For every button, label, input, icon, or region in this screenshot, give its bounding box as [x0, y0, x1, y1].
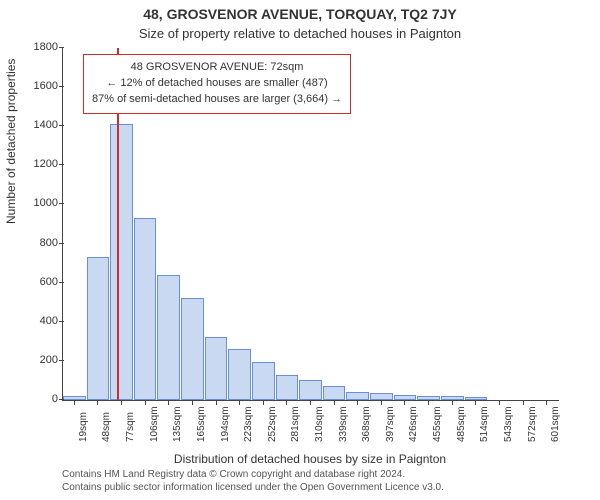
histogram-bar: [87, 257, 110, 400]
x-tick-mark: [523, 400, 524, 405]
x-tick-label: 514sqm: [479, 406, 490, 442]
x-tick-mark: [239, 400, 240, 405]
x-tick-mark: [97, 400, 98, 405]
x-tick-mark: [145, 400, 146, 405]
x-tick-mark: [404, 400, 405, 405]
histogram-bar: [134, 218, 157, 400]
histogram-bar: [157, 275, 180, 400]
x-tick-label: 281sqm: [290, 406, 301, 442]
footer-attribution: Contains HM Land Registry data © Crown c…: [62, 468, 444, 494]
x-tick-label: 165sqm: [196, 406, 207, 442]
x-tick-mark: [475, 400, 476, 405]
y-tick-label: 1600: [0, 80, 58, 92]
x-tick-label: 77sqm: [125, 412, 136, 442]
annotation-box: 48 GROSVENOR AVENUE: 72sqm ← 12% of deta…: [83, 54, 351, 114]
histogram-bar: [228, 349, 251, 400]
annotation-line: 87% of semi-detached houses are larger (…: [92, 92, 342, 108]
x-tick-label: 252sqm: [267, 406, 278, 442]
y-tick-label: 1800: [0, 41, 58, 53]
x-tick-label: 310sqm: [314, 406, 325, 442]
x-tick-label: 485sqm: [456, 406, 467, 442]
x-tick-mark: [310, 400, 311, 405]
address-title: 48, GROSVENOR AVENUE, TORQUAY, TQ2 7JY: [0, 6, 600, 22]
x-tick-label: 106sqm: [149, 406, 160, 442]
x-tick-label: 572sqm: [527, 406, 538, 442]
x-tick-mark: [546, 400, 547, 405]
histogram-bar: [252, 362, 275, 400]
x-tick-label: 426sqm: [408, 406, 419, 442]
x-axis-label: Distribution of detached houses by size …: [62, 452, 558, 466]
x-tick-mark: [263, 400, 264, 405]
x-tick-label: 339sqm: [338, 406, 349, 442]
x-tick-label: 223sqm: [243, 406, 254, 442]
x-tick-label: 368sqm: [361, 406, 372, 442]
x-tick-mark: [452, 400, 453, 405]
x-tick-mark: [286, 400, 287, 405]
x-tick-mark: [381, 400, 382, 405]
x-tick-mark: [357, 400, 358, 405]
x-tick-label: 48sqm: [101, 412, 112, 442]
histogram-bar: [276, 375, 299, 400]
x-tick-label: 135sqm: [172, 406, 183, 442]
histogram-bar: [346, 392, 369, 400]
histogram-bar: [205, 337, 228, 400]
x-tick-label: 601sqm: [550, 406, 561, 442]
y-tick-label: 600: [0, 276, 58, 288]
histogram-bar: [299, 380, 322, 400]
x-tick-label: 397sqm: [385, 406, 396, 442]
y-tick-label: 1400: [0, 119, 58, 131]
chart-subtitle: Size of property relative to detached ho…: [0, 26, 600, 41]
x-tick-label: 19sqm: [78, 412, 89, 442]
annotation-line: 48 GROSVENOR AVENUE: 72sqm: [92, 60, 342, 76]
annotation-line: ← 12% of detached houses are smaller (48…: [92, 76, 342, 92]
footer-line: Contains HM Land Registry data © Crown c…: [62, 468, 444, 481]
y-tick-label: 0: [0, 393, 58, 405]
x-tick-label: 194sqm: [220, 406, 231, 442]
x-tick-mark: [192, 400, 193, 405]
footer-line: Contains public sector information licen…: [62, 481, 444, 494]
x-tick-label: 543sqm: [503, 406, 514, 442]
x-tick-mark: [216, 400, 217, 405]
y-tick-label: 800: [0, 237, 58, 249]
x-tick-mark: [334, 400, 335, 405]
y-tick-label: 1200: [0, 158, 58, 170]
x-tick-mark: [168, 400, 169, 405]
y-tick-label: 400: [0, 315, 58, 327]
histogram-bar: [181, 298, 204, 400]
histogram-bar: [370, 393, 393, 400]
histogram-bar: [323, 386, 346, 400]
x-tick-mark: [74, 400, 75, 405]
histogram-bar: [110, 124, 133, 400]
y-tick-label: 200: [0, 354, 58, 366]
x-tick-mark: [121, 400, 122, 405]
y-tick-label: 1000: [0, 197, 58, 209]
x-tick-mark: [428, 400, 429, 405]
histogram-plot-area: 48 GROSVENOR AVENUE: 72sqm ← 12% of deta…: [62, 48, 559, 401]
x-tick-label: 455sqm: [432, 406, 443, 442]
x-tick-mark: [499, 400, 500, 405]
